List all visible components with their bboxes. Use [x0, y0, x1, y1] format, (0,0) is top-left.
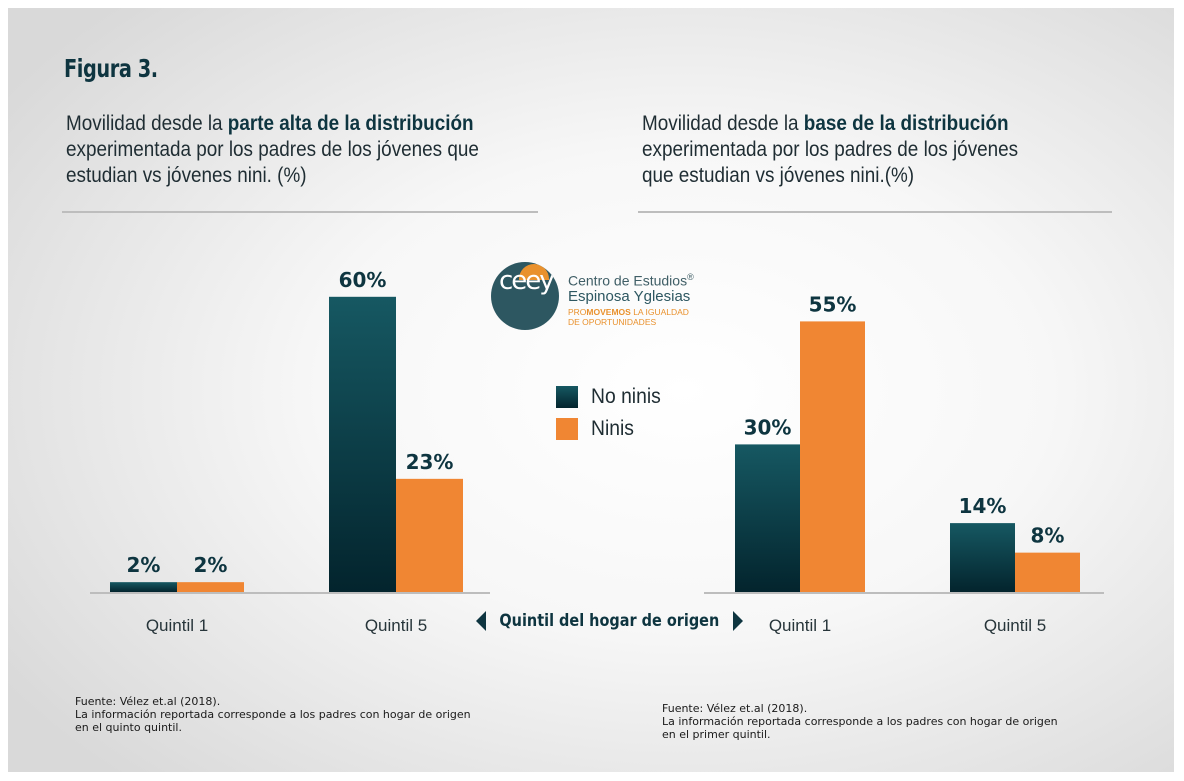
- left-value-label: 2%: [127, 553, 161, 577]
- right-bar-quintil-1-ninis: [800, 321, 865, 592]
- arrow-right-icon: [732, 611, 743, 631]
- left-x-tick-label: Quintil 5: [365, 616, 427, 635]
- left-x-tick-label: Quintil 1: [146, 616, 208, 635]
- right-x-tick-label: Quintil 5: [984, 616, 1046, 635]
- right-x-tick-label: Quintil 1: [769, 616, 831, 635]
- left-bar-quintil-1-no-ninis: [110, 582, 177, 592]
- right-value-label: 30%: [744, 415, 792, 439]
- left-subtitle-bold: parte alta de la distribución: [227, 112, 474, 135]
- figure-title: Figura 3.: [64, 54, 158, 83]
- legend-label-no-ninis: No ninis: [591, 385, 661, 408]
- logo-name-text: Centro de Estudios: [568, 272, 688, 289]
- right-subtitle-pre: Movilidad desde la: [642, 112, 804, 135]
- left-source-line2: en el quinto quintil.: [75, 721, 182, 734]
- right-source-line1: La información reportada corresponde a l…: [662, 715, 1058, 728]
- registered-mark: ®: [687, 272, 694, 282]
- right-source-title: Fuente: Vélez et.al (2018).: [662, 702, 808, 715]
- tagline-line2: DE OPORTUNIDADES: [568, 317, 657, 327]
- tagline-pre: PRO: [568, 307, 587, 317]
- legend-swatch-ninis: [556, 418, 578, 440]
- left-subtitle-line3: estudian vs jóvenes nini. (%): [66, 164, 307, 187]
- logo-name-line1: Centro de Estudios®: [568, 272, 694, 289]
- ceey-logo: ceey Centro de Estudios® Espinosa Yglesi…: [485, 258, 715, 338]
- right-chart-subtitle: Movilidad desde la base de la distribuci…: [642, 111, 1018, 189]
- x-axis-title-text: Quintil del hogar de origen: [499, 611, 720, 631]
- legend-label-ninis: Ninis: [591, 417, 634, 440]
- chart-legend: No ninis Ninis: [556, 381, 667, 445]
- left-source-note: Fuente: Vélez et.al (2018). La informaci…: [75, 695, 471, 734]
- right-subtitle-line2: experimentada por los padres de los jóve…: [642, 138, 1019, 161]
- left-source-title: Fuente: Vélez et.al (2018).: [75, 695, 221, 708]
- logo-arc-accent: [519, 264, 549, 280]
- legend-swatch-no-ninis: [556, 386, 578, 408]
- right-bar-quintil-1-no-ninis: [735, 444, 800, 592]
- right-subtitle-bold: base de la distribución: [803, 112, 1009, 135]
- logo-tagline: PROMOVEMOS LA IGUALDAD DE OPORTUNIDADES: [568, 307, 689, 327]
- left-value-label: 2%: [194, 553, 228, 577]
- x-axis-title: Quintil del hogar de origen: [476, 611, 743, 631]
- right-source-line2: en el primer quintil.: [662, 728, 771, 741]
- left-bar-quintil-1-ninis: [177, 582, 244, 592]
- arrow-left-icon: [476, 611, 486, 631]
- left-subtitle-line2: experimentada por los padres de los jóve…: [66, 138, 479, 161]
- right-subtitle-line3: que estudian vs jóvenes nini.(%): [642, 164, 915, 187]
- logo-monogram: ceey: [499, 266, 555, 296]
- right-divider: [638, 211, 1112, 213]
- left-value-label: 60%: [339, 268, 387, 292]
- ceey-logo-icon: ceey: [491, 262, 559, 330]
- left-bar-quintil-5-ninis: [396, 478, 463, 592]
- left-chart-subtitle: Movilidad desde la parte alta de la dist…: [66, 111, 479, 189]
- right-bar-quintil-5-no-ninis: [950, 523, 1015, 592]
- figure-panel: [8, 8, 1174, 772]
- left-subtitle-pre: Movilidad desde la: [66, 112, 228, 135]
- tagline-bold: MOVEMOS: [586, 307, 631, 317]
- tagline-post: LA IGUALDAD: [630, 307, 689, 317]
- left-value-label: 23%: [406, 450, 454, 474]
- legend-item-ninis: Ninis: [556, 413, 667, 445]
- left-bar-quintil-5-no-ninis: [329, 296, 396, 592]
- legend-item-no-ninis: No ninis: [556, 381, 667, 413]
- right-value-label: 8%: [1031, 524, 1065, 548]
- logo-name-line2: Espinosa Yglesias: [568, 288, 691, 305]
- right-value-label: 14%: [959, 494, 1007, 518]
- right-bar-quintil-5-ninis: [1015, 552, 1080, 592]
- right-value-label: 55%: [809, 292, 857, 316]
- left-source-line1: La información reportada corresponde a l…: [75, 708, 471, 721]
- left-divider: [62, 211, 538, 213]
- right-source-note: Fuente: Vélez et.al (2018). La informaci…: [662, 702, 1058, 741]
